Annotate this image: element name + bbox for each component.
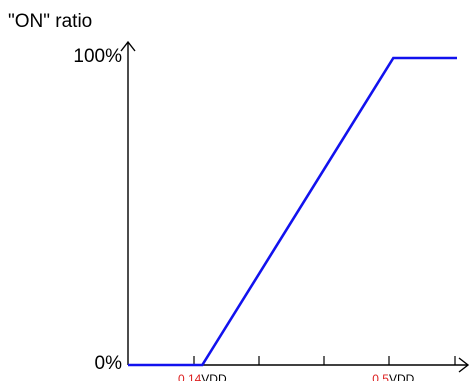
- y-axis-arrowhead: [120, 40, 136, 52]
- x-tick-marks: [193, 356, 456, 365]
- y-tick-label: 0%: [94, 353, 122, 374]
- x-tick-label: 0.5VDD: [372, 373, 414, 381]
- x-tick-label-unit: VDD: [201, 372, 227, 381]
- series-line: [128, 56, 457, 367]
- x-tick-label-number: 0.14: [177, 372, 202, 381]
- x-tick-label-number: 0.5: [372, 372, 389, 381]
- axes: [120, 40, 470, 373]
- x-tick-label: 0.14VDD: [178, 373, 227, 381]
- y-tick-label: 100%: [73, 46, 122, 67]
- series-layer: [128, 56, 457, 367]
- x-tick-label-unit: VDD: [388, 372, 415, 381]
- x-axis-arrowhead: [458, 357, 470, 373]
- y-axis-title: "ON" ratio: [8, 11, 93, 32]
